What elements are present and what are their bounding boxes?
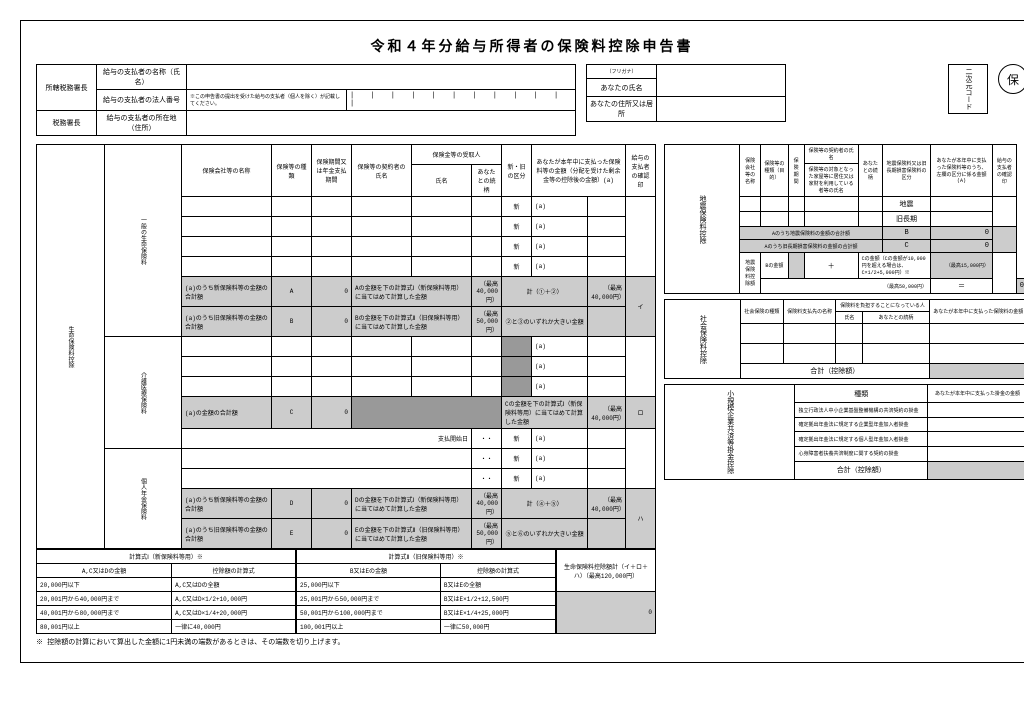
tax-office-label: 所轄税務署長 [37, 65, 97, 111]
calc-a-label: Aの金額を下の計算式Ⅰ（新保険料等用）に当てはめて計算した金額 [352, 277, 472, 307]
main-area: 生命保険料控除 一般の生命保険料 保険会社等の名称 保険等の種類 保険期間又は年… [36, 144, 1024, 647]
earthquake-table: 地震保険料控除 保険会社等の名称 保険等の種類（目的） 保険期間 保険等の契約者… [664, 144, 1024, 294]
d-new-total: (a)のうち新保険料等の金額の合計額 [182, 489, 272, 519]
calc2-title: 計算式Ⅱ（旧保険料等用）※ [297, 550, 556, 564]
small-label: 小規模企業共済等掛金控除 [665, 385, 795, 480]
life-total-box: 生命保険料控除額計（イ＋ロ＋ハ）（最高120,000円） 0 [556, 549, 656, 634]
calc-b-label: Bの金額を下の計算式Ⅱ（旧保険料等用）に当てはめて計算した金額 [352, 307, 472, 337]
general-label: 一般の生命保険料 [105, 145, 182, 337]
new-total-label: (a)のうち新保険料等の金額の合計額 [182, 277, 272, 307]
calc-tables: 計算式Ⅰ（新保険料等用）※ A,C又はDの金額控除額の計算式 20,000円以下… [36, 549, 656, 634]
life-insurance-table: 生命保険料控除 一般の生命保険料 保険会社等の名称 保険等の種類 保険期間又は年… [36, 144, 656, 549]
footnote: ※ 控除額の計算において算出した金額に1円未満の端数があるときは、その端数を切り… [36, 637, 656, 647]
furigana-label: （フリガナ） [587, 65, 657, 79]
payer-name-label: 給与の支払者の名称（氏名） [97, 65, 187, 90]
h-newold: 新・旧の区分 [502, 145, 532, 197]
calc-d-label: Dの金額を下の計算式Ⅰ（新保険料等用）に当てはめて計算した金額 [352, 489, 472, 519]
calc-table-2: 計算式Ⅱ（旧保険料等用）※ B又はEの金額控除額の計算式 25,000円以下B又… [296, 549, 556, 634]
payer-num-note: ※この申告書の提出を受けた給与の支払者（個人を除く）が記載してください。 [187, 90, 347, 111]
form-page: 令和４年分給与所得者の保険料控除申告書 所轄税務署長 給与の支払者の名称（氏名）… [20, 20, 1024, 663]
qr-code-box: 二次元コード [948, 64, 988, 114]
payer-num-label: 給与の支払者の法人番号 [97, 90, 187, 111]
h-contractor: 保険等の契約者の氏名 [352, 145, 412, 197]
small-biz-table: 小規模企業共済等掛金控除 種類 あなたが本年中に支払った掛金の金額 独立行政法人… [664, 384, 1024, 480]
calc-e-label: Eの金額を下の計算式Ⅱ（旧保険料等用）に当てはめて計算した金額 [352, 519, 472, 549]
social-label: 社会保険料控除 [665, 300, 741, 379]
calc1-title: 計算式Ⅰ（新保険料等用）※ [37, 550, 296, 564]
nursing-label: 介護医療保険料 [105, 337, 182, 449]
tax-chief-label: 税務署長 [37, 111, 97, 136]
payer-name-field[interactable] [187, 65, 576, 90]
h-beneficiary: 保険金等の受取人 [412, 145, 502, 165]
payer-num-field[interactable]: | | | | | | | | | | | | [347, 90, 576, 111]
h-paid: あなたが本年中に支払った保険料等の金額（分配を受けた剰余金等の控除後の金額）(a… [532, 145, 626, 197]
pension-label: 個人年金保険料 [105, 449, 182, 549]
c-total-label: (a)の金額の合計額 [182, 397, 272, 429]
quake-label: 地震保険料控除 [665, 145, 740, 294]
calc-table-1: 計算式Ⅰ（新保険料等用）※ A,C又はDの金額控除額の計算式 20,000円以下… [36, 549, 296, 634]
h-ben-name: 氏名 [412, 165, 472, 197]
h-period: 保険期間又は年金支払期間 [312, 145, 352, 197]
your-name-label: あなたの氏名 [587, 79, 657, 97]
your-addr-field[interactable] [657, 97, 786, 122]
your-addr-label: あなたの住所又は居所 [587, 97, 657, 122]
stamp-circle: 保 [998, 64, 1024, 94]
header-row: 所轄税務署長 給与の支払者の名称（氏名） 給与の支払者の法人番号 ※この申告書の… [36, 64, 1024, 136]
payer-addr-label: 給与の支払者の所在地（住所） [97, 111, 187, 136]
h-seal: 給与の支払者の確認印 [626, 145, 656, 197]
social-table: 社会保険料控除 社会保険の種類 保険料支払先の名称 保険料を負担することになって… [664, 299, 1024, 379]
payer-addr-field[interactable] [187, 111, 576, 136]
h-company: 保険会社等の名称 [182, 145, 272, 197]
your-info-table: （フリガナ） あなたの氏名 あなたの住所又は居所 [586, 64, 786, 122]
life-main-label: 生命保険料控除 [37, 145, 105, 549]
payer-table: 所轄税務署長 給与の支払者の名称（氏名） 給与の支払者の法人番号 ※この申告書の… [36, 64, 576, 136]
h-type: 保険等の種類 [272, 145, 312, 197]
h-ben-rel: あなたとの続柄 [472, 165, 502, 197]
calc-c-label: Cの金額を下の計算式Ⅰ（新保険料等用）に当てはめて計算した金額 [502, 397, 588, 429]
old-total-label: (a)のうち旧保険料等の金額の合計額 [182, 307, 272, 337]
birth-label: 支払開始日 [182, 429, 472, 449]
your-name-field[interactable] [657, 65, 786, 97]
e-old-total: (a)のうち旧保険料等の金額の合計額 [182, 519, 272, 549]
form-title: 令和４年分給与所得者の保険料控除申告書 [36, 36, 1024, 56]
